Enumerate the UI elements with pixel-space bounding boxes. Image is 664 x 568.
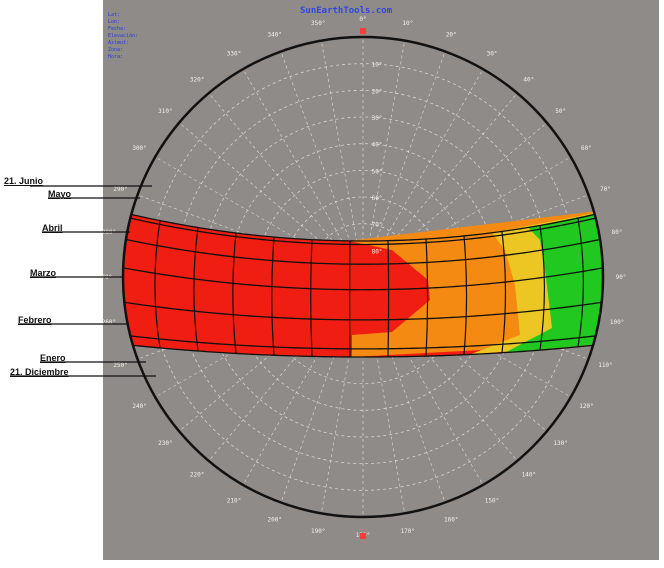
azimuth-label: 20° [446, 32, 457, 39]
elevation-label: 40° [372, 142, 383, 149]
info-latitude: Lat: [108, 12, 120, 18]
azimuth-label: 250° [113, 362, 127, 369]
azimuth-label: 190° [311, 528, 325, 535]
south-marker [360, 533, 366, 539]
label-mayo: Mayo [48, 189, 71, 199]
label-21-junio: 21. Junio [4, 176, 43, 186]
azimuth-label: 110° [598, 362, 612, 369]
label-enero: Enero [40, 353, 66, 363]
azimuth-label: 30° [487, 51, 498, 58]
azimuth-label: 100° [610, 319, 624, 326]
info-zone: Zona: [108, 47, 123, 53]
azimuth-label: 320° [190, 76, 204, 83]
azimuth-label: 50° [555, 108, 566, 115]
azimuth-label: 330° [227, 51, 241, 58]
info-time: Hora: [108, 54, 123, 60]
info-azimuth: Azimut: [108, 40, 129, 46]
azimuth-label: 160° [444, 516, 458, 523]
elevation-label: 50° [372, 168, 383, 175]
label-febrero: Febrero [18, 315, 52, 325]
azimuth-label: 260° [102, 319, 116, 326]
azimuth-label: 140° [522, 472, 536, 479]
elevation-label: 20° [372, 88, 383, 95]
azimuth-label: 210° [227, 497, 241, 504]
azimuth-label: 220° [190, 472, 204, 479]
site-title[interactable]: SunEarthTools.com [300, 6, 392, 16]
azimuth-label: 170° [401, 528, 415, 535]
azimuth-label: 40° [523, 76, 534, 83]
azimuth-label: 70° [600, 186, 611, 193]
elevation-label: 80° [372, 248, 383, 255]
elevation-label: 10° [372, 62, 383, 69]
elevation-label: 70° [372, 222, 383, 229]
hour-line [388, 241, 389, 357]
azimuth-label: 310° [158, 108, 172, 115]
azimuth-label: 150° [485, 497, 499, 504]
label-abril: Abril [42, 223, 63, 233]
label-21-diciembre: 21. Diciembre [10, 367, 69, 377]
azimuth-label: 200° [268, 516, 282, 523]
azimuth-label: 300° [132, 145, 146, 152]
info-elevation: Elevación: [108, 33, 138, 39]
azimuth-label: 130° [553, 440, 567, 447]
azimuth-label: 230° [158, 440, 172, 447]
elevation-label: 60° [372, 195, 383, 202]
azimuth-label: 0° [359, 16, 366, 23]
north-marker [360, 28, 366, 34]
label-marzo: Marzo [30, 268, 56, 278]
info-date: Fecha: [108, 26, 126, 32]
azimuth-label: 280° [102, 229, 116, 236]
elevation-label: 30° [372, 115, 383, 122]
azimuth-label: 90° [616, 274, 627, 281]
info-longitude: Lon: [108, 19, 120, 25]
azimuth-label: 340° [268, 32, 282, 39]
azimuth-label: 240° [132, 403, 146, 410]
azimuth-label: 120° [579, 403, 593, 410]
azimuth-label: 80° [612, 229, 623, 236]
azimuth-label: 60° [581, 145, 592, 152]
azimuth-label: 350° [311, 20, 325, 27]
azimuth-label: 290° [113, 186, 127, 193]
azimuth-label: 10° [402, 20, 413, 27]
